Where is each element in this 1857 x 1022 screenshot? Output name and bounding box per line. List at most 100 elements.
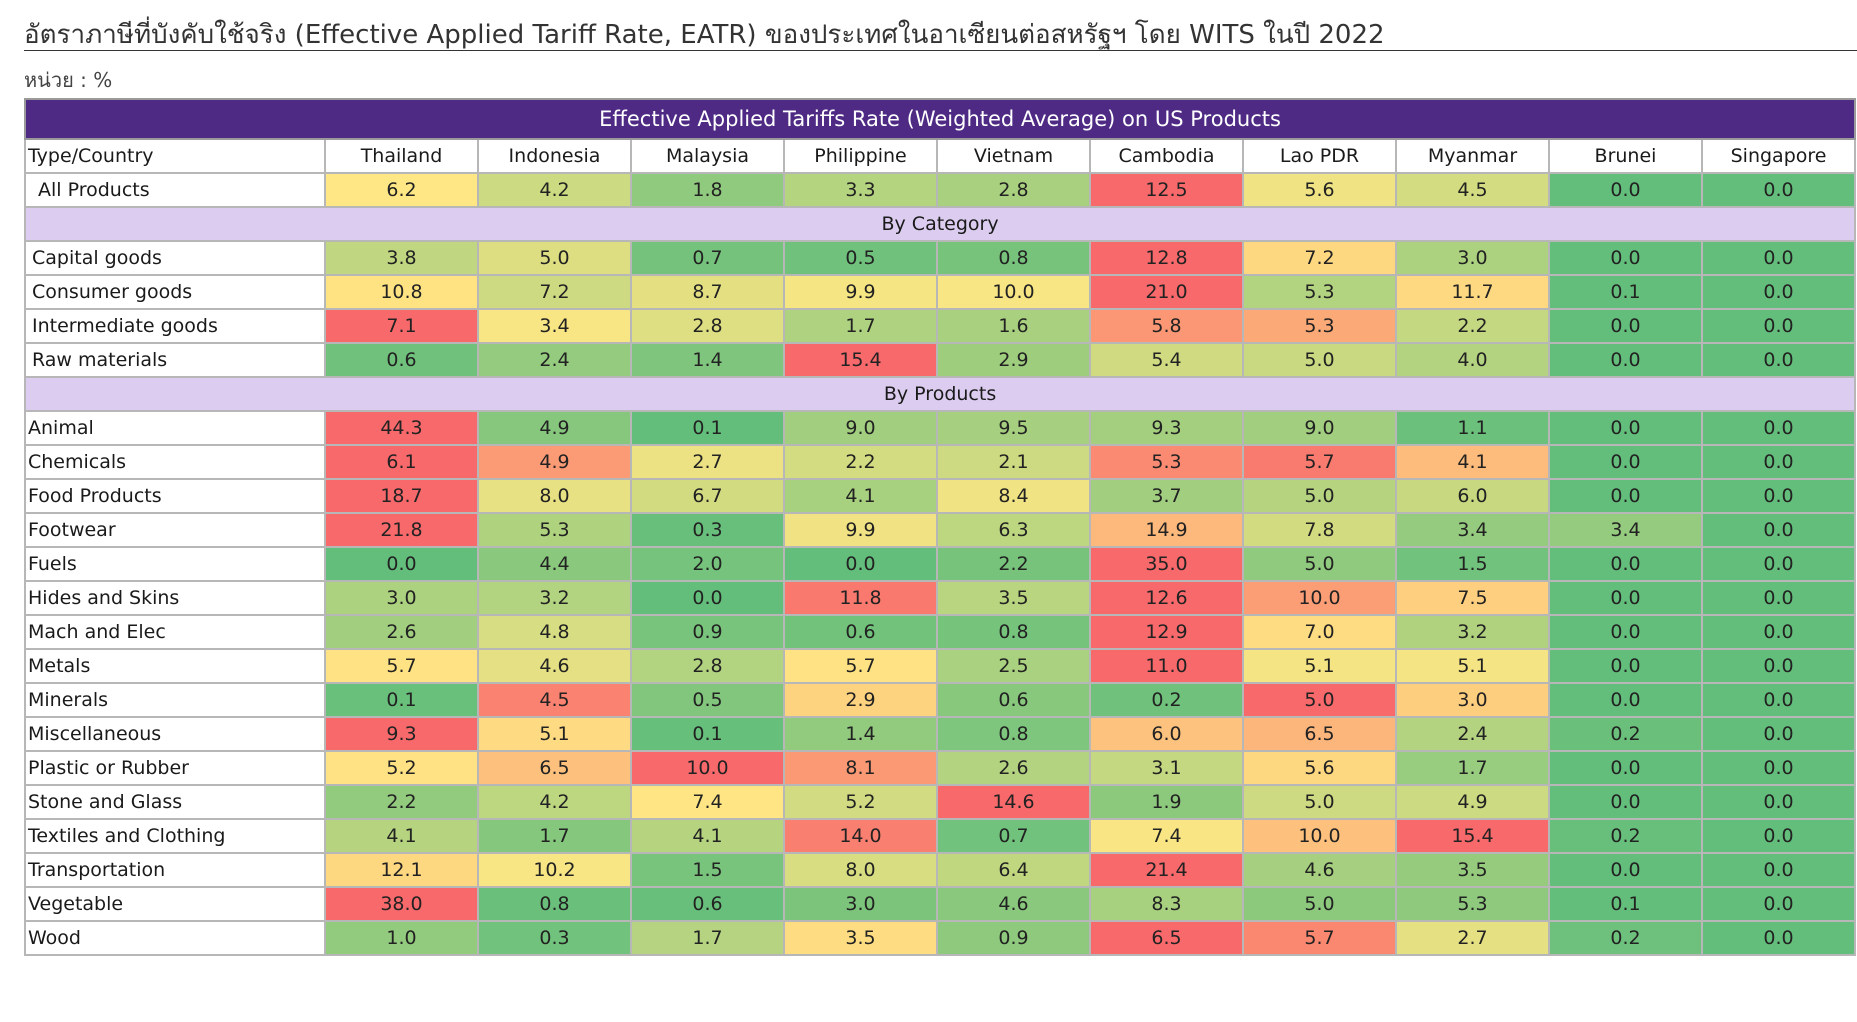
table-row: Fuels 0.0 4.4 2.0 0.0 2.2 35.0 5.0 1.5 0.0 0.0 — [24, 546, 1857, 582]
table-row: Miscellaneous 9.3 5.1 0.1 1.4 0.8 6.0 6.5 2.4 0.2… — [24, 716, 1857, 752]
heatmap-cell: 2.1 — [936, 444, 1091, 480]
column-header: Malaysia — [630, 138, 785, 174]
heatmap-cell: 7.4 — [1089, 818, 1244, 854]
heatmap-cell: 0.0 — [1700, 274, 1857, 310]
heatmap-cell: 1.4 — [630, 342, 785, 378]
heatmap-cell: 0.0 — [1700, 784, 1857, 820]
heatmap-cell: 15.4 — [1395, 818, 1550, 854]
column-header: Lao PDR — [1242, 138, 1397, 174]
corner-label: Type/Country — [24, 138, 326, 174]
heatmap-cell: 4.2 — [477, 172, 632, 208]
heatmap-cell: 5.6 — [1242, 750, 1397, 786]
row-label: Chemicals — [24, 444, 326, 480]
heatmap-cell: 2.2 — [324, 784, 479, 820]
table-row: Food Products 18.7 8.0 6.7 4.1 8.4 3.7 5.0 6.0 0.… — [24, 478, 1857, 514]
column-header-row: Type/Country Thailand Indonesia Malaysia Ph… — [24, 138, 1857, 174]
heatmap-cell: 1.9 — [1089, 784, 1244, 820]
heatmap-cell: 0.0 — [1548, 648, 1703, 684]
heatmap-cell: 4.5 — [1395, 172, 1550, 208]
heatmap-cell: 0.5 — [630, 682, 785, 718]
unit-label: หน่วย : % — [24, 68, 113, 92]
heatmap-cell: 5.7 — [783, 648, 938, 684]
heatmap-cell: 0.7 — [936, 818, 1091, 854]
heatmap-cell: 2.2 — [783, 444, 938, 480]
heatmap-cell: 0.1 — [1548, 274, 1703, 310]
heatmap-cell: 0.0 — [1700, 614, 1857, 650]
heatmap-cell: 5.7 — [1242, 920, 1397, 956]
heatmap-cell: 5.3 — [477, 512, 632, 548]
heatmap-cell: 0.8 — [477, 886, 632, 922]
row-label: Capital goods — [24, 240, 326, 276]
heatmap-cell: 10.8 — [324, 274, 479, 310]
heatmap-cell: 0.0 — [1700, 920, 1857, 956]
heatmap-cell: 3.3 — [783, 172, 938, 208]
heatmap-cell: 10.2 — [477, 852, 632, 888]
heatmap-cell: 21.4 — [1089, 852, 1244, 888]
column-header: Myanmar — [1395, 138, 1550, 174]
section-heading: By Category — [23, 206, 1857, 242]
heatmap-cell: 0.0 — [1548, 410, 1703, 446]
heatmap-cell: 7.0 — [1242, 614, 1397, 650]
heatmap-cell: 0.0 — [1700, 172, 1857, 208]
heatmap-cell: 2.8 — [936, 172, 1091, 208]
heatmap-cell: 0.9 — [936, 920, 1091, 956]
heatmap-cell: 9.3 — [324, 716, 479, 752]
heatmap-cell: 4.6 — [477, 648, 632, 684]
heatmap-cell: 1.5 — [1395, 546, 1550, 582]
heatmap-cell: 0.7 — [630, 240, 785, 276]
heatmap-cell: 1.7 — [1395, 750, 1550, 786]
heatmap-cell: 5.3 — [1242, 308, 1397, 344]
heatmap-cell: 3.0 — [783, 886, 938, 922]
heatmap-cell: 4.9 — [1395, 784, 1550, 820]
heatmap-cell: 1.7 — [630, 920, 785, 956]
tariff-heatmap-table: Effective Applied Tariffs Rate (Weighted… — [23, 98, 1857, 956]
table-title-row: Effective Applied Tariffs Rate (Weighted… — [23, 98, 1857, 140]
heatmap-cell: 0.0 — [1700, 750, 1857, 786]
table-row: Footwear 21.8 5.3 0.3 9.9 6.3 14.9 7.8 3.4 3.4 0.0 — [24, 512, 1857, 548]
column-header: Vietnam — [936, 138, 1091, 174]
heatmap-cell: 0.3 — [477, 920, 632, 956]
heatmap-cell: 7.2 — [477, 274, 632, 310]
heatmap-cell: 0.0 — [1548, 308, 1703, 344]
heatmap-cell: 4.1 — [630, 818, 785, 854]
heatmap-cell: 2.9 — [783, 682, 938, 718]
table-row: Minerals 0.1 4.5 0.5 2.9 0.6 0.2 5.0 3.0 0.0 0.0 — [24, 682, 1857, 718]
heatmap-cell: 14.6 — [936, 784, 1091, 820]
heatmap-cell: 6.5 — [477, 750, 632, 786]
heatmap-cell: 5.0 — [1242, 784, 1397, 820]
table-body: Effective Applied Tariffs Rate (Weighted… — [23, 98, 1857, 956]
heatmap-cell: 0.6 — [783, 614, 938, 650]
page-title: อัตราภาษีที่บังคับใช้จริง (Effective App… — [24, 20, 1385, 50]
heatmap-cell: 2.7 — [1395, 920, 1550, 956]
table-row: All Products 6.2 4.2 1.8 3.3 2.8 12.5 5.6 4.5 0.0… — [24, 172, 1857, 208]
heatmap-cell: 5.2 — [324, 750, 479, 786]
heatmap-cell: 0.8 — [936, 240, 1091, 276]
heatmap-cell: 0.0 — [1700, 580, 1857, 616]
heatmap-cell: 3.0 — [324, 580, 479, 616]
heatmap-cell: 5.1 — [1242, 648, 1397, 684]
heatmap-cell: 4.2 — [477, 784, 632, 820]
table-row: Hides and Skins 3.0 3.2 0.0 11.8 3.5 12.6 10.0 7… — [24, 580, 1857, 616]
heatmap-cell: 5.0 — [1242, 478, 1397, 514]
heatmap-cell: 8.4 — [936, 478, 1091, 514]
heatmap-cell: 5.4 — [1089, 342, 1244, 378]
heatmap-cell: 0.0 — [1548, 240, 1703, 276]
heatmap-cell: 0.5 — [783, 240, 938, 276]
heatmap-cell: 0.0 — [1700, 546, 1857, 582]
heatmap-cell: 0.6 — [630, 886, 785, 922]
heatmap-cell: 0.0 — [1700, 240, 1857, 276]
section-row: By Category — [23, 206, 1857, 242]
heatmap-cell: 7.1 — [324, 308, 479, 344]
heatmap-cell: 2.4 — [1395, 716, 1550, 752]
heatmap-cell: 44.3 — [324, 410, 479, 446]
heatmap-cell: 2.6 — [936, 750, 1091, 786]
heatmap-cell: 0.0 — [1700, 716, 1857, 752]
table-row: Animal 44.3 4.9 0.1 9.0 9.5 9.3 9.0 1.1 0.0 0.0 — [24, 410, 1857, 446]
heatmap-cell: 1.7 — [477, 818, 632, 854]
heatmap-cell: 0.0 — [1548, 444, 1703, 480]
heatmap-cell: 2.6 — [324, 614, 479, 650]
heatmap-cell: 5.7 — [324, 648, 479, 684]
row-label: Intermediate goods — [24, 308, 326, 344]
row-label: Minerals — [24, 682, 326, 718]
column-header: Thailand — [324, 138, 479, 174]
